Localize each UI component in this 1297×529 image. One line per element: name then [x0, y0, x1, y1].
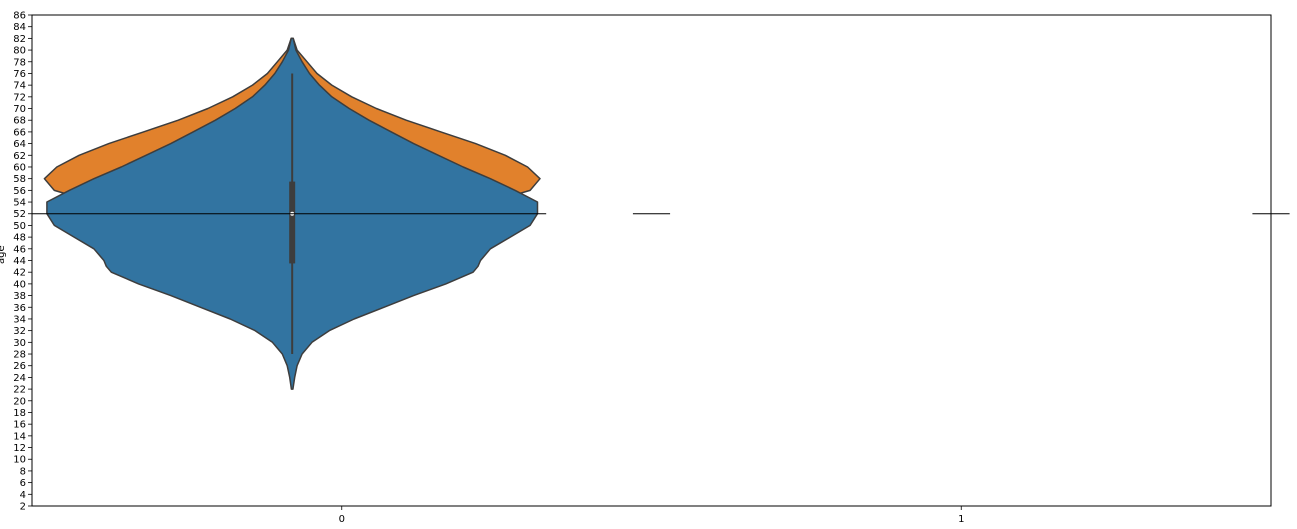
box-iqr	[289, 181, 296, 264]
y-tick-label: 26	[13, 361, 26, 372]
y-tick-label: 6	[20, 478, 26, 489]
y-tick-label: 48	[13, 233, 26, 244]
y-tick-label: 68	[13, 116, 26, 127]
y-tick-label: 40	[13, 279, 26, 290]
y-tick-label: 84	[13, 22, 26, 33]
y-tick-label: 4	[20, 490, 26, 501]
y-tick-label: 80	[13, 46, 26, 57]
y-tick-label: 14	[13, 431, 26, 442]
y-tick-label: 32	[13, 326, 26, 337]
y-axis-ticks: 2468101214161820222426283032343638404244…	[13, 11, 32, 513]
y-tick-label: 18	[13, 408, 26, 419]
y-tick-label: 36	[13, 303, 26, 314]
y-tick-label: 42	[13, 268, 26, 279]
y-tick-label: 8	[20, 466, 26, 477]
y-tick-label: 22	[13, 385, 26, 396]
x-tick-label: 0	[339, 514, 345, 525]
y-tick-label: 20	[13, 396, 26, 407]
y-tick-label: 12	[13, 443, 26, 454]
y-tick-label: 2	[20, 502, 26, 513]
y-tick-label: 70	[13, 104, 26, 115]
y-tick-label: 62	[13, 151, 26, 162]
y-tick-label: 78	[13, 57, 26, 68]
y-axis-label: age	[0, 245, 7, 264]
y-tick-label: 24	[13, 373, 26, 384]
y-tick-label: 10	[13, 455, 26, 466]
y-tick-label: 52	[13, 209, 26, 220]
x-tick-label: 1	[958, 514, 964, 525]
y-tick-label: 34	[13, 314, 26, 325]
y-tick-label: 60	[13, 162, 26, 173]
y-tick-label: 28	[13, 350, 26, 361]
y-tick-label: 56	[13, 186, 26, 197]
y-tick-label: 16	[13, 420, 26, 431]
y-tick-label: 54	[13, 198, 26, 209]
y-tick-label: 66	[13, 127, 26, 138]
y-tick-label: 86	[13, 11, 26, 22]
y-tick-label: 58	[13, 174, 26, 185]
y-tick-label: 74	[13, 81, 26, 92]
y-tick-label: 44	[13, 256, 26, 267]
y-tick-label: 38	[13, 291, 26, 302]
y-tick-label: 72	[13, 92, 26, 103]
y-tick-label: 30	[13, 338, 26, 349]
y-tick-label: 76	[13, 69, 26, 80]
y-tick-label: 64	[13, 139, 26, 150]
y-tick-label: 46	[13, 244, 26, 255]
y-tick-label: 50	[13, 221, 26, 232]
y-tick-label: 82	[13, 34, 26, 45]
